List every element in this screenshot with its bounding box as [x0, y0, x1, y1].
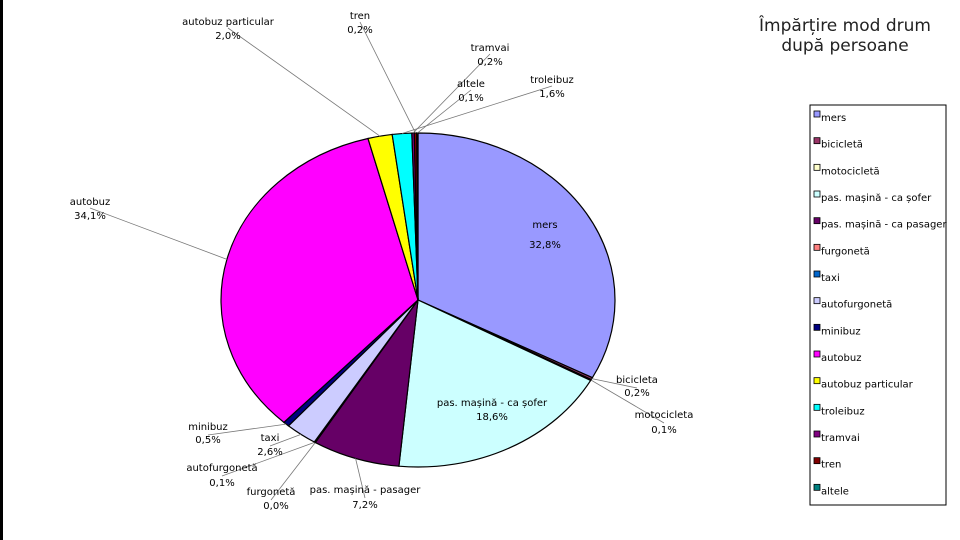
- slice-value-label: 1,6%: [539, 89, 564, 100]
- legend-swatch: [813, 377, 821, 385]
- slice-value-label: 0,0%: [263, 501, 288, 512]
- legend-label: pas. mașină - ca pasager: [821, 220, 947, 231]
- slice-value-label: 0,2%: [347, 25, 372, 36]
- leader-line: [412, 53, 491, 134]
- left-edge: [0, 0, 3, 540]
- legend-label: autobuz particular: [821, 380, 914, 391]
- legend-label: motocicletă: [821, 166, 880, 177]
- leader-line: [207, 423, 287, 436]
- legend-swatch: [813, 217, 821, 225]
- slice-value-label: 0,1%: [651, 425, 676, 436]
- slice-value-label: 0,5%: [195, 435, 220, 446]
- legend-label: furgonetă: [821, 246, 870, 257]
- legend-swatch: [813, 270, 821, 278]
- legend-swatch: [813, 163, 821, 171]
- slice-label: tren: [350, 11, 370, 22]
- leader-line: [590, 379, 665, 424]
- slice-label: motocicleta: [635, 410, 694, 421]
- leader-line: [359, 21, 416, 134]
- legend-swatch: [813, 297, 821, 305]
- legend-label: mers: [821, 113, 846, 124]
- legend-swatch: [813, 457, 821, 465]
- legend-label: tramvai: [821, 433, 860, 444]
- slice-label: tramvai: [471, 43, 510, 54]
- legend-swatch: [813, 190, 821, 198]
- legend-swatch: [813, 323, 821, 331]
- leader-line: [417, 89, 472, 134]
- chart-title: după persoane: [781, 36, 908, 56]
- slice-value-label: 2,6%: [257, 447, 282, 458]
- legend-swatch: [813, 243, 821, 251]
- legend-label: troleibuz: [821, 406, 865, 417]
- slice-label: troleibuz: [530, 75, 574, 86]
- legend-label: taxi: [821, 273, 840, 284]
- legend-label: minibuz: [821, 326, 861, 337]
- slice-value-label: 18,6%: [476, 412, 508, 423]
- slice-value-label: 2,0%: [215, 31, 240, 42]
- legend-label: tren: [821, 460, 841, 471]
- leader-line: [355, 458, 366, 499]
- leader-line: [89, 207, 228, 260]
- slice-value-label: 0,2%: [477, 57, 502, 68]
- slice-value-label: 0,1%: [458, 93, 483, 104]
- pie-slice: [220, 137, 419, 424]
- pie-slice: [398, 299, 592, 468]
- chart-title: Împărțire mod drum: [758, 14, 931, 36]
- leader-line: [270, 442, 316, 501]
- slice-label: furgonetă: [247, 487, 296, 498]
- slice-label: autobuz particular: [182, 17, 275, 28]
- legend-label: altele: [821, 486, 849, 497]
- leader-line: [221, 441, 315, 477]
- slice-label: pas. mașină - pasager: [310, 485, 422, 496]
- slice-label: autofurgonetă: [186, 463, 257, 474]
- slice-label: autobuz: [70, 197, 110, 208]
- legend-label: bicicletă: [821, 140, 863, 151]
- slice-value-label: 34,1%: [74, 211, 106, 222]
- slice-value-label: 7,2%: [352, 500, 377, 511]
- legend-box: [809, 104, 947, 506]
- legend-label: autofurgonetă: [821, 300, 892, 311]
- slice-value-label: 0,2%: [624, 388, 649, 399]
- legend-swatch: [813, 483, 821, 491]
- slice-label: minibuz: [188, 422, 228, 433]
- leader-line: [269, 433, 302, 447]
- slice-value-label: 32,8%: [529, 240, 561, 251]
- legend-swatch: [813, 110, 821, 118]
- legend-swatch: [813, 403, 821, 411]
- leader-line: [591, 378, 638, 389]
- legend-swatch: [813, 137, 821, 145]
- legend-label: pas. mașină - ca șofer: [821, 193, 932, 204]
- slice-value-label: 0,1%: [209, 478, 234, 489]
- legend-swatch: [813, 350, 821, 358]
- slice-label: bicicleta: [616, 375, 658, 386]
- slice-label: mers: [532, 220, 557, 231]
- slice-label: taxi: [261, 433, 280, 444]
- leader-line: [227, 27, 381, 137]
- slice-label: altele: [457, 79, 485, 90]
- legend-label: autobuz: [821, 353, 861, 364]
- legend-swatch: [813, 430, 821, 438]
- pie-slice: [417, 132, 616, 379]
- slice-label: pas. mașină - ca șofer: [437, 398, 548, 409]
